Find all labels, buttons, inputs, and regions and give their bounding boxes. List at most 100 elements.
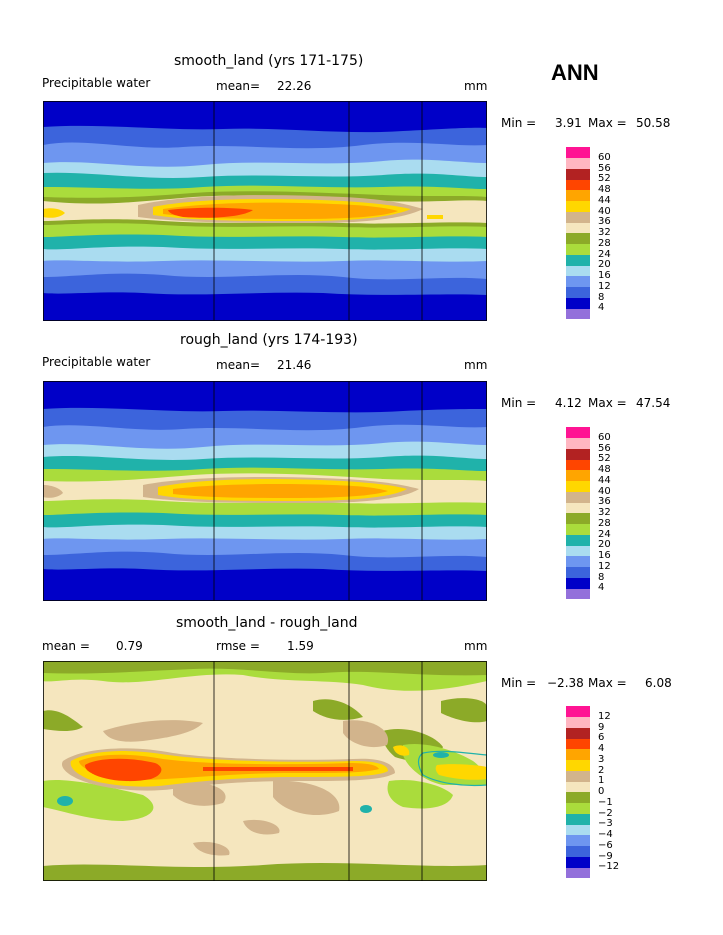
- colorbar-tick-label: 16: [598, 270, 611, 281]
- colorbar-swatch: [566, 706, 590, 718]
- panel-2-max-label: Max =: [588, 396, 627, 410]
- colorbar-swatch: [566, 470, 590, 482]
- colorbar-tick-label: 2: [598, 764, 605, 776]
- colorbar-swatch: [566, 179, 590, 191]
- colorbar-swatch: [566, 545, 590, 557]
- panel-3-mean-label: mean =: [42, 639, 90, 653]
- season-label: ANN: [551, 60, 599, 85]
- colorbar-swatch: [566, 802, 590, 814]
- colorbar-swatch: [566, 254, 590, 266]
- colorbar-swatch: [566, 147, 590, 159]
- colorbar-tick-label: −12: [598, 861, 620, 873]
- colorbar-tick-label: −1: [598, 796, 613, 808]
- colorbar-tick-label: 40: [598, 485, 611, 497]
- colorbar-swatch: [566, 243, 590, 255]
- panel-3-rmse-label: rmse =: [216, 639, 260, 653]
- panel-3-colorbar: −12 −9 −6 −4 −3 −2 −1 0 1 2 3 4 6 9 12: [566, 706, 626, 879]
- colorbar-tick-label: 12: [598, 710, 611, 722]
- colorbar-tick-label: −2: [598, 807, 613, 819]
- colorbar-swatch: [566, 491, 590, 503]
- colorbar-tick-label: 0: [598, 786, 605, 797]
- colorbar-swatch: [566, 211, 590, 223]
- panel-3-contour-plot: [43, 661, 487, 881]
- colorbar-swatch: [566, 480, 590, 492]
- colorbar-tick-label: 32: [598, 227, 611, 238]
- colorbar-swatch: [566, 222, 590, 234]
- colorbar-swatch: [566, 168, 590, 180]
- colorbar-tick-label: 36: [598, 216, 611, 228]
- panel-1-min-value: 3.91: [555, 116, 582, 130]
- colorbar-tick-label: 3: [598, 753, 605, 765]
- colorbar-swatch: [566, 459, 590, 471]
- colorbar-swatch: [566, 276, 590, 288]
- colorbar-tick-label: 48: [598, 184, 611, 195]
- colorbar-swatch: [566, 427, 590, 439]
- colorbar-tick-label: 9: [598, 721, 605, 733]
- colorbar-swatch: [566, 286, 590, 298]
- colorbar-tick-label: 28: [598, 517, 611, 529]
- colorbar-swatch: [566, 781, 590, 793]
- colorbar-swatch: [566, 759, 590, 771]
- panel-1-units: mm: [464, 79, 488, 93]
- panel-1-max-label: Max =: [588, 116, 627, 130]
- colorbar-swatch: [566, 556, 590, 568]
- panel-1-title: smooth_land (yrs 171-175): [174, 53, 364, 69]
- colorbar-tick-label: 44: [598, 474, 611, 486]
- colorbar-swatch: [566, 824, 590, 836]
- colorbar-tick-label: 44: [598, 194, 611, 206]
- panel-3-min-value: −2.38: [547, 676, 584, 690]
- colorbar-tick-label: 32: [598, 507, 611, 518]
- colorbar-tick-label: 12: [598, 280, 611, 292]
- panel-2-colorbar: 4 8 12 16 20 24 28 32 36 40 44 48 52 56 60: [566, 427, 626, 600]
- colorbar-swatch: [566, 200, 590, 212]
- colorbar-swatch: [566, 308, 590, 320]
- colorbar-swatch: [566, 513, 590, 525]
- colorbar-tick-label: 60: [598, 431, 611, 443]
- colorbar-tick-label: 12: [598, 560, 611, 572]
- colorbar-swatch: [566, 437, 590, 449]
- colorbar-tick-label: 52: [598, 173, 611, 185]
- colorbar-tick-label: 48: [598, 464, 611, 475]
- colorbar-tick-label: 20: [598, 539, 611, 551]
- panel-1-map: [43, 101, 487, 321]
- panel-2-mean-label: mean=: [216, 358, 261, 372]
- colorbar-swatch: [566, 157, 590, 169]
- panel-3-mean-value: 0.79: [116, 639, 143, 653]
- panel-1-max-value: 50.58: [636, 116, 671, 130]
- panel-2-max-value: 47.54: [636, 396, 671, 410]
- colorbar-tick-label: 36: [598, 496, 611, 508]
- panel-1-contour-plot: [43, 101, 487, 321]
- colorbar-tick-label: 60: [598, 151, 611, 163]
- colorbar-tick-label: 56: [598, 162, 611, 174]
- panel-2-map: [43, 381, 487, 601]
- colorbar-tick-label: 28: [598, 237, 611, 249]
- colorbar-swatch: [566, 770, 590, 782]
- colorbar-swatch: [566, 749, 590, 761]
- colorbar-tick-label: −3: [598, 818, 613, 830]
- panel-2-title: rough_land (yrs 174-193): [180, 332, 358, 348]
- colorbar-swatch: [566, 845, 590, 857]
- colorbar-swatch: [566, 813, 590, 825]
- colorbar-tick-label: 1: [598, 775, 605, 787]
- colorbar-swatch: [566, 856, 590, 868]
- colorbar-swatch: [566, 738, 590, 750]
- colorbar-swatch: [566, 835, 590, 847]
- panel-3-max-label: Max =: [588, 676, 627, 690]
- colorbar-swatch: [566, 792, 590, 804]
- panel-2-contour-plot: [43, 381, 487, 601]
- colorbar-swatch: [566, 448, 590, 460]
- colorbar-tick-label: 4: [598, 582, 605, 594]
- panel-1-min-label: Min =: [501, 116, 537, 130]
- colorbar-tick-label: 8: [598, 571, 605, 583]
- colorbar-tick-label: 16: [598, 550, 611, 561]
- colorbar-tick-label: −6: [598, 839, 613, 851]
- colorbar-tick-label: 20: [598, 259, 611, 271]
- colorbar-tick-label: 40: [598, 205, 611, 217]
- colorbar-tick-label: −9: [598, 850, 613, 862]
- colorbar-tick-label: −4: [598, 829, 613, 840]
- colorbar-swatch: [566, 534, 590, 546]
- panel-2-units: mm: [464, 358, 488, 372]
- colorbar-swatch: [566, 588, 590, 600]
- colorbar-tick-label: 52: [598, 453, 611, 465]
- panel-3-map: [43, 661, 487, 881]
